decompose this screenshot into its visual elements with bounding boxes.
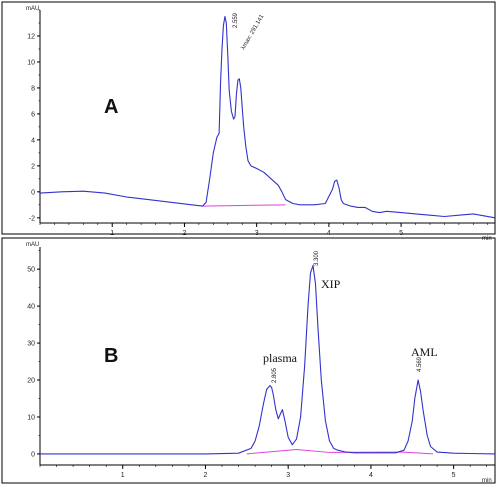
- panel-b-y-tick-label: 30: [27, 341, 35, 348]
- panel-b-y-tick-label: 20: [27, 378, 35, 385]
- panel-a-x-tick-label: 1: [110, 230, 114, 237]
- panel-b-x-tick-label: 2: [204, 472, 208, 479]
- plasma-peak-label: plasma: [263, 351, 298, 365]
- panel-b-y-tick-label: 50: [27, 267, 35, 274]
- panel-b-y-tick-label: 0: [31, 451, 35, 458]
- panel-a-x-tick-label: 2: [182, 230, 186, 237]
- panel-a-x-unit: min: [482, 236, 492, 242]
- panel-a-y-tick-label: 4: [31, 137, 35, 144]
- panel-a-x-tick-label: 5: [399, 230, 403, 237]
- panel-b-x-tick-label: 1: [121, 472, 125, 479]
- panel-b-y-tick-label: 10: [27, 414, 35, 421]
- panel-b-letter: B: [104, 345, 118, 367]
- aml-peak-rt: 4.569: [417, 356, 423, 372]
- panel-b-x-tick-label: 3: [286, 472, 290, 479]
- xip-peak-label: XIP: [321, 277, 341, 291]
- panel-b-x-tick-label: 4: [369, 472, 373, 479]
- panel-b-baseline: [246, 448, 433, 455]
- aml-peak-label: AML: [411, 345, 438, 359]
- panel-b-x-tick-label: 5: [452, 472, 456, 479]
- panel-b-baseline-group: [246, 448, 433, 455]
- panel-a-y-tick-label: 12: [27, 33, 35, 40]
- panel-a-border: [1, 1, 496, 235]
- panel-a-peak-rt: 2.559: [233, 12, 239, 28]
- panel-b-y-unit: mAU: [26, 242, 39, 248]
- panel-a-baseline: [202, 204, 286, 207]
- panel-a-x-tick-label: 3: [255, 230, 259, 237]
- panel-a-x-tick-label: 4: [327, 230, 331, 237]
- panel-a-y-tick-label: 8: [31, 85, 35, 92]
- panel-a-trace-group: [39, 15, 496, 219]
- panel-a-baseline-group: [202, 204, 286, 207]
- panel-b-x-unit: min: [482, 478, 492, 484]
- panel-a-y-tick-label: 6: [31, 111, 35, 118]
- panel-b-trace-line: [40, 264, 496, 455]
- panel-a-y-unit: mAU: [26, 6, 39, 12]
- panel-a-lambda-label: λmax: 291.141: [241, 13, 266, 51]
- plasma-peak-rt: 2.805: [272, 367, 278, 383]
- panel-a-letter: A: [104, 96, 118, 118]
- xip-peak-rt: 3.300: [314, 250, 320, 266]
- panel-a-y-tick-label: 10: [27, 59, 35, 66]
- panel-a-y-tick-label: -2: [29, 215, 35, 222]
- panel-a-trace-line: [39, 15, 496, 219]
- panel-a-y-tick-label: 0: [31, 189, 35, 196]
- panel-b-border: [1, 237, 496, 484]
- panel-b-axes: 0 10 20 30 40 50 1 2 3 4 5: [27, 247, 495, 479]
- panel-b-trace-group: [40, 264, 496, 455]
- panel-b-y-tick-label: 40: [27, 304, 35, 311]
- panel-a-y-tick-label: 2: [31, 163, 35, 170]
